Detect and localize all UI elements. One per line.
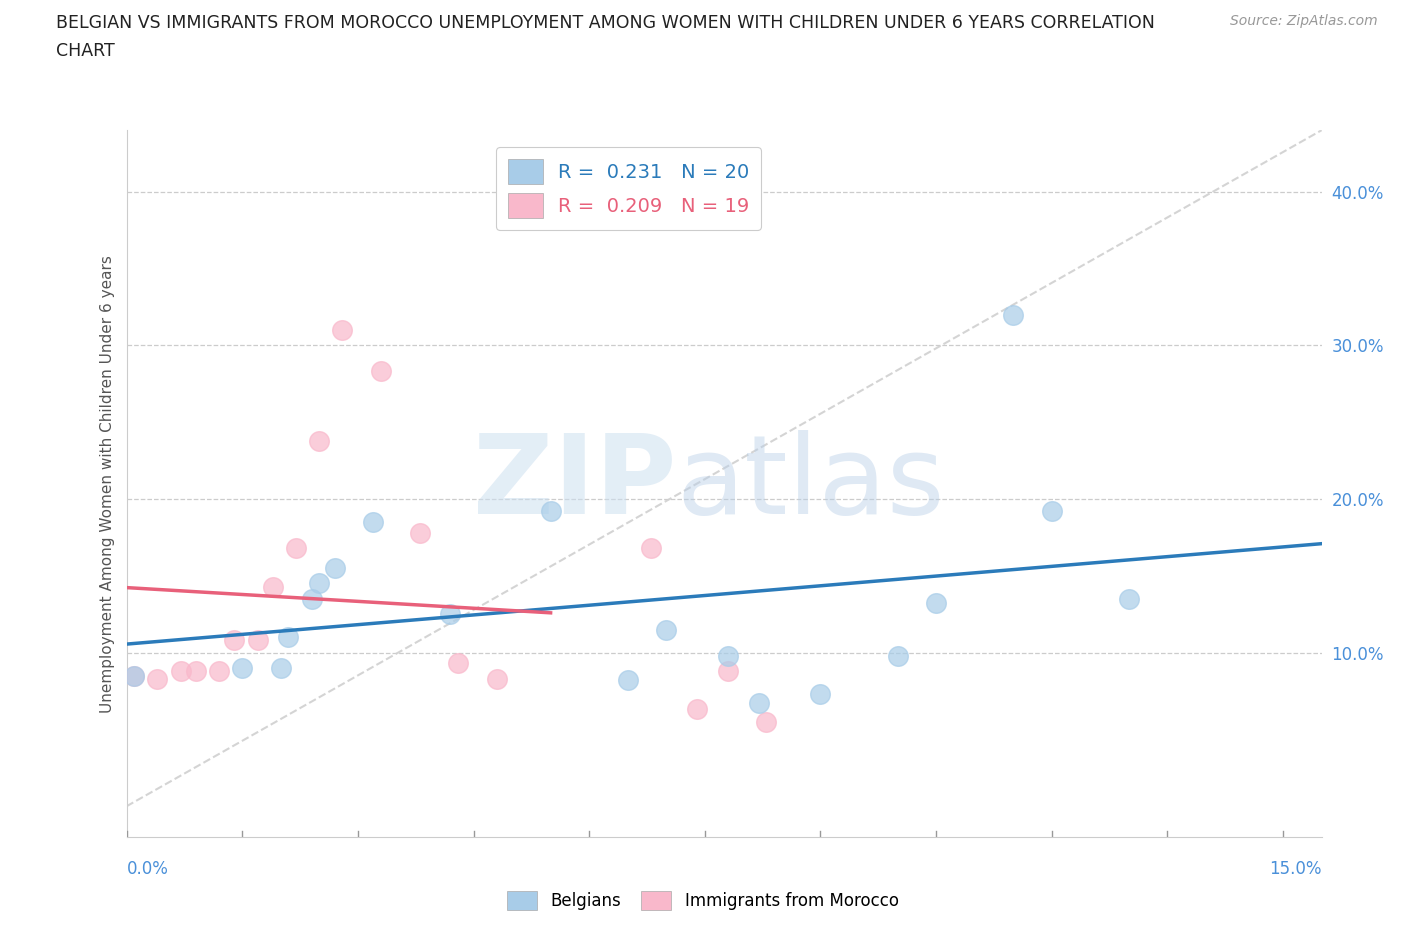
Text: Source: ZipAtlas.com: Source: ZipAtlas.com — [1230, 14, 1378, 28]
Point — [717, 664, 740, 679]
Point — [447, 656, 470, 671]
Point — [332, 323, 354, 338]
Point — [616, 672, 638, 687]
Point — [655, 622, 678, 637]
Point — [370, 364, 392, 379]
Point — [231, 660, 253, 675]
Point — [748, 696, 770, 711]
Text: ZIP: ZIP — [472, 430, 676, 538]
Point — [1002, 307, 1025, 322]
Point — [925, 596, 948, 611]
Point — [270, 660, 292, 675]
Point — [886, 648, 908, 663]
Point — [262, 579, 284, 594]
Point — [184, 664, 207, 679]
Point — [285, 540, 308, 555]
Point — [1118, 591, 1140, 606]
Point — [224, 633, 246, 648]
Point — [810, 686, 832, 701]
Point — [1040, 504, 1063, 519]
Point — [439, 606, 461, 621]
Text: BELGIAN VS IMMIGRANTS FROM MOROCCO UNEMPLOYMENT AMONG WOMEN WITH CHILDREN UNDER : BELGIAN VS IMMIGRANTS FROM MOROCCO UNEMP… — [56, 14, 1156, 32]
Point — [361, 514, 384, 529]
Point — [146, 671, 169, 686]
Point — [308, 576, 330, 591]
Point — [308, 433, 330, 448]
Point — [640, 540, 662, 555]
Point — [323, 561, 346, 576]
Y-axis label: Unemployment Among Women with Children Under 6 years: Unemployment Among Women with Children U… — [100, 255, 115, 712]
Point — [122, 669, 145, 684]
Point — [246, 633, 269, 648]
Point — [301, 591, 323, 606]
Text: 0.0%: 0.0% — [127, 860, 169, 878]
Point — [485, 671, 508, 686]
Point — [169, 664, 191, 679]
Legend: R =  0.231   N = 20, R =  0.209   N = 19: R = 0.231 N = 20, R = 0.209 N = 19 — [496, 147, 761, 230]
Point — [277, 630, 299, 644]
Point — [122, 669, 145, 684]
Point — [686, 702, 709, 717]
Point — [755, 714, 778, 729]
Text: atlas: atlas — [676, 430, 945, 538]
Point — [408, 525, 430, 540]
Point — [717, 648, 740, 663]
Legend: Belgians, Immigrants from Morocco: Belgians, Immigrants from Morocco — [501, 884, 905, 917]
Text: CHART: CHART — [56, 42, 115, 60]
Point — [208, 664, 231, 679]
Point — [540, 504, 562, 519]
Text: 15.0%: 15.0% — [1270, 860, 1322, 878]
